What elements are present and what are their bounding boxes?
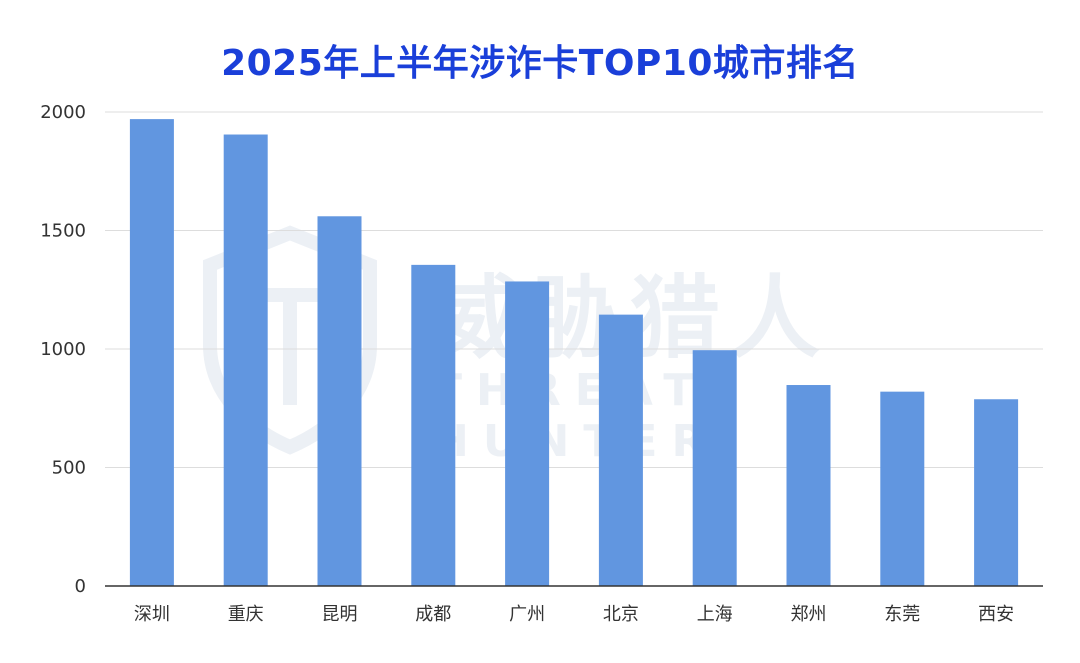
- x-category-label: 深圳: [134, 604, 170, 625]
- bar: [692, 350, 737, 586]
- x-category-label: 上海: [697, 604, 733, 625]
- bar: [786, 385, 831, 586]
- y-tick-label: 1000: [40, 339, 86, 360]
- bar: [505, 281, 550, 586]
- bars: [129, 119, 1019, 587]
- bar: [598, 314, 643, 586]
- x-category-label: 北京: [603, 604, 639, 625]
- bar: [974, 399, 1019, 586]
- y-tick-label: 500: [52, 458, 86, 479]
- y-tick-label: 0: [75, 576, 86, 597]
- bar: [317, 216, 362, 586]
- x-category-label: 重庆: [228, 604, 264, 625]
- x-category-label: 昆明: [322, 604, 358, 625]
- x-category-label: 成都: [415, 604, 451, 625]
- y-tick-label: 1500: [40, 221, 86, 242]
- bar: [223, 134, 268, 586]
- x-axis-categories: 深圳 重庆 昆明 成都 广州 北京 上海 郑州 东莞 西安: [134, 604, 1014, 625]
- bar: [129, 119, 174, 587]
- x-category-label: 西安: [978, 604, 1014, 625]
- y-tick-label: 2000: [40, 102, 86, 123]
- bar: [411, 264, 456, 586]
- x-category-label: 广州: [509, 604, 545, 625]
- chart-title: 2025年上半年涉诈卡TOP10城市排名: [221, 43, 859, 84]
- bar: [880, 391, 925, 586]
- y-axis-ticks: 0 500 1000 1500 2000: [40, 102, 86, 597]
- x-category-label: 东莞: [884, 604, 920, 625]
- x-category-label: 郑州: [791, 604, 827, 625]
